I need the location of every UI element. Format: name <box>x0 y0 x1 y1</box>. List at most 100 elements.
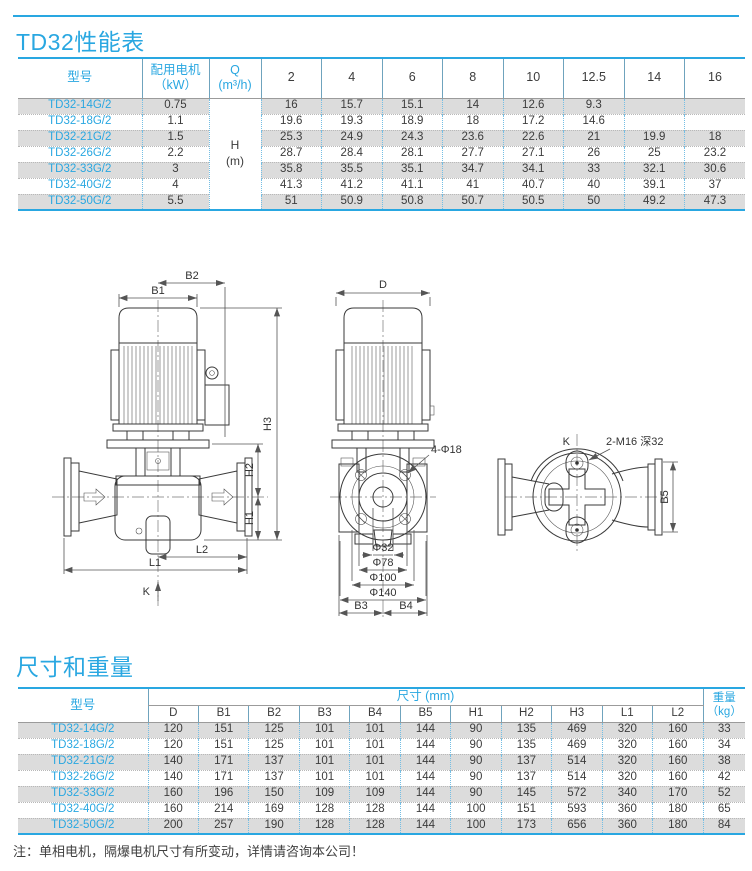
dim-label-b3: B3 <box>354 600 367 612</box>
head-value <box>684 98 745 114</box>
dim-label-h2: H2 <box>244 463 256 477</box>
dimension-value: 120 <box>147 737 199 755</box>
dimension-value: 144 <box>399 769 451 787</box>
performance-row: TD32-14G/2 0.75 H (m) 16 15.7 15.1 14 12.6 9.3 <box>18 98 745 210</box>
model-name: TD32-33G/2 <box>18 161 142 178</box>
dim-column-header: B4 <box>349 705 401 723</box>
dimension-value: 180 <box>652 817 703 835</box>
dimension-value: 128 <box>298 801 350 819</box>
dimension-value: 151 <box>500 801 552 819</box>
model-name: TD32-21G/2 <box>18 129 142 146</box>
weight-value: 84 <box>702 817 745 835</box>
model-name: TD32-14G/2 <box>18 722 148 739</box>
head-value: 41.2 <box>321 177 382 194</box>
dimension-value: 171 <box>197 753 249 771</box>
dimension-value: 144 <box>399 753 451 771</box>
dimension-value: 656 <box>551 817 603 835</box>
dim-column-header: H2 <box>500 705 552 723</box>
head-value: 12.6 <box>502 98 564 114</box>
head-value: 50.9 <box>321 193 382 210</box>
dimension-value: 137 <box>248 769 300 787</box>
head-value: 27.1 <box>502 145 564 162</box>
dims-header-model: 型号 <box>18 688 148 723</box>
model-name: TD32-26G/2 <box>18 145 142 162</box>
head-value: 15.1 <box>381 98 443 114</box>
dim-label-h3: H3 <box>262 417 274 431</box>
dimension-value: 144 <box>399 817 451 835</box>
dimension-value: 144 <box>399 785 451 803</box>
dimension-value: 120 <box>147 722 199 739</box>
head-value: 41.3 <box>260 177 322 194</box>
dimension-value: 320 <box>601 769 653 787</box>
head-value: 25.3 <box>260 129 322 146</box>
dimension-value: 150 <box>248 785 300 803</box>
dimension-value: 109 <box>298 785 350 803</box>
head-value <box>684 113 745 130</box>
head-value: 9.3 <box>563 98 624 114</box>
dimension-value: 101 <box>349 737 401 755</box>
motor-power-value: 5.5 <box>141 193 209 210</box>
head-value: 23.6 <box>442 129 503 146</box>
dimension-value: 360 <box>601 801 653 819</box>
weight-value: 33 <box>702 722 745 739</box>
dimension-value: 593 <box>551 801 603 819</box>
dimensions-section-title: 尺寸和重量 <box>16 654 134 680</box>
dimension-value: 125 <box>248 737 300 755</box>
dimension-value: 101 <box>298 753 350 771</box>
head-value: 28.1 <box>381 145 443 162</box>
dimension-value: 144 <box>399 737 451 755</box>
performance-section-title: TD32性能表 <box>16 29 145 55</box>
dimension-value: 100 <box>450 801 502 819</box>
head-value: 50 <box>563 193 624 210</box>
head-value: 41 <box>442 177 503 194</box>
dimension-value: 320 <box>601 722 653 739</box>
dimensions-table: 型号 尺寸 (mm) 重量 （kg） D B1 B2 B3 B4 B5 H1 H2 H3 L1 L2… <box>18 687 745 836</box>
dimension-value: 320 <box>601 753 653 771</box>
dimension-value: 101 <box>298 737 350 755</box>
head-value: 24.9 <box>321 129 382 146</box>
dim-column-header: D <box>147 705 199 723</box>
model-name: TD32-18G/2 <box>18 737 148 755</box>
dimension-value: 160 <box>652 722 703 739</box>
performance-table-body: TD32-14G/2 0.75 H (m) 16 15.7 15.1 14 12.6 9.3 TD… <box>18 98 745 210</box>
dim-column-header: L1 <box>601 705 653 723</box>
head-value: 51 <box>260 193 322 210</box>
dimension-value: 140 <box>147 753 199 771</box>
head-value: 35.1 <box>381 161 443 178</box>
dimension-value: 140 <box>147 769 199 787</box>
perf-header-flow-6: 12.5 <box>563 58 624 99</box>
model-name: TD32-18G/2 <box>18 113 142 130</box>
dim-label-l2: L2 <box>196 544 208 556</box>
dim-column-header: B2 <box>248 705 300 723</box>
dim-label-phi100: Φ100 <box>369 572 396 584</box>
head-value: 18 <box>684 129 745 146</box>
dimension-value: 170 <box>652 785 703 803</box>
dimension-value: 137 <box>500 769 552 787</box>
perf-header-q: Q (m³/h) <box>208 58 261 99</box>
performance-header-row: 型号 配用电机 （kW） Q (m³/h) 2 4 6 8 10 12.5 14… <box>18 58 745 99</box>
dimension-row: TD32-21G/2 140 171 137 101 101 144 90 137 514 320 1… <box>18 753 745 771</box>
model-name: TD32-50G/2 <box>18 817 148 835</box>
dims-subheader-row: D B1 B2 B3 B4 B5 H1 H2 H3 L1 L2 <box>18 705 745 723</box>
dim-label-b4: B4 <box>399 600 412 612</box>
head-value: 35.5 <box>321 161 382 178</box>
dims-header-size-group: 尺寸 (mm) <box>147 688 703 706</box>
head-value: 19.9 <box>623 129 685 146</box>
dimension-value: 101 <box>298 722 350 739</box>
dim-label-k-top: K <box>563 436 571 448</box>
head-value: 30.6 <box>684 161 745 178</box>
dim-label-h1: H1 <box>244 511 256 525</box>
performance-row: TD32-50G/2 5.5 51 50.9 50.8 50.7 50.5 50 49.2 47.… <box>18 193 745 210</box>
head-value: 19.3 <box>321 113 382 130</box>
dim-column-header: H3 <box>551 705 603 723</box>
head-value: 23.2 <box>684 145 745 162</box>
motor-power-value: 1.5 <box>141 129 209 146</box>
model-name: TD32-14G/2 <box>18 98 142 114</box>
head-value: 47.3 <box>684 193 745 210</box>
pump-front-view-drawing: B1 B2 H3 H2 H1 L2 L1 K <box>52 270 282 606</box>
motor-power-value: 1.1 <box>141 113 209 130</box>
dimension-value: 125 <box>248 722 300 739</box>
perf-header-flow-1: 2 <box>260 58 322 99</box>
dimension-value: 169 <box>248 801 300 819</box>
head-value: 26 <box>563 145 624 162</box>
